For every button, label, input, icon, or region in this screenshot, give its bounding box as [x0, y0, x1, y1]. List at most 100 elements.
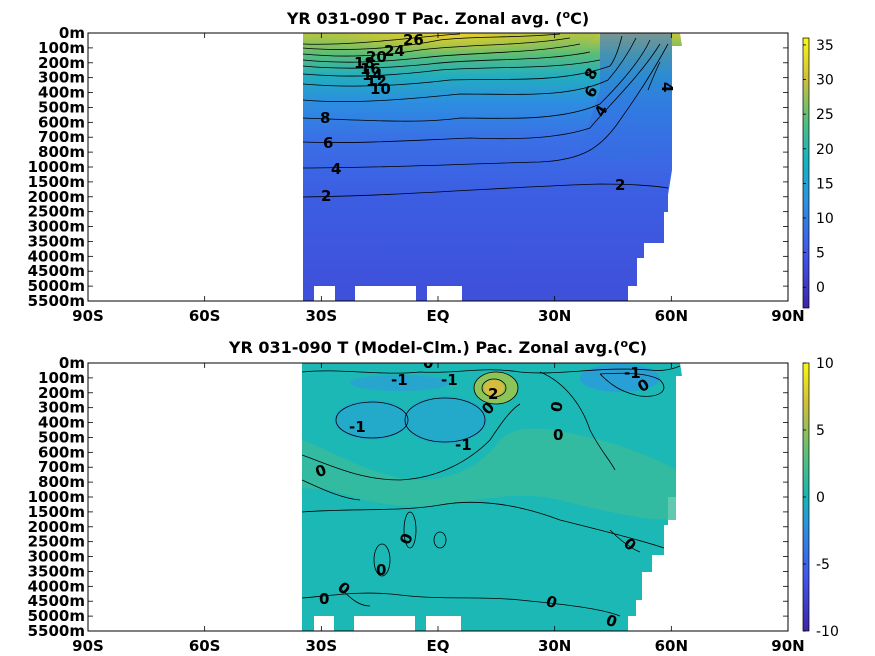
clabel: 16: [360, 60, 381, 78]
clabel: 18: [354, 54, 375, 72]
top-x-axis: 90S 60S 30S EQ 30N 60N 90N: [72, 33, 805, 325]
bottom-field: 0 -1 -1 2 0 -1 0 -1 -1 0 0 0 0 0 0 0 0 0…: [301, 354, 682, 631]
y-tick-label: 1000m: [28, 158, 85, 176]
y-tick-label: 1500m: [28, 173, 85, 191]
top-contour-labels: 26 24 20 18 16 14 12 10 8 6 4 2 8 6 4 2 …: [320, 31, 676, 205]
clabel: 14: [362, 66, 383, 84]
x-tick-label: EQ: [427, 637, 450, 655]
y-tick-label: 400m: [38, 414, 85, 432]
clabel: 24: [384, 42, 405, 60]
bottom-colorbar-ticks: 10 5 0 -5 -10: [803, 356, 839, 640]
y-tick-label: 3000m: [28, 218, 85, 236]
y-tick-label: 0m: [59, 354, 85, 372]
top-field: 26 24 20 18 16 14 12 10 8 6 4 2 8 6 4 2 …: [302, 31, 682, 301]
y-tick-label: 5500m: [28, 622, 85, 640]
bottom-title: YR 031-090 T (Model-Clm.) Pac. Zonal avg…: [228, 337, 647, 357]
y-tick-label: 600m: [38, 113, 85, 131]
y-tick-label: 0m: [59, 24, 85, 42]
y-tick-label: 300m: [38, 69, 85, 87]
y-tick-label: 2000m: [28, 188, 85, 206]
colorbar-tick-label: 0: [816, 280, 825, 296]
y-tick-label: 500m: [38, 98, 85, 116]
clabel: 0: [553, 426, 563, 444]
top-y-axis: 0m100m200m300m400m500m600m700m800m1000m1…: [28, 24, 788, 310]
bottom-contours: [301, 365, 681, 617]
top-panel: 26 24 20 18 16 14 12 10 8 6 4 2 8 6 4 2 …: [28, 8, 834, 325]
clabel: -1: [391, 371, 408, 389]
bottom-y-axis: 0m100m200m300m400m500m600m700m800m1000m1…: [28, 354, 788, 640]
clabel: 12: [366, 72, 387, 90]
y-tick-label: 1000m: [28, 488, 85, 506]
colorbar-tick-label: 25: [816, 107, 834, 123]
colorbar-tick-label: -10: [816, 624, 839, 640]
clabel: 0: [423, 354, 433, 372]
y-tick-label: 5000m: [28, 607, 85, 625]
colorbar-tick-label: 10: [816, 211, 834, 227]
clabel: 2: [488, 385, 498, 403]
y-tick-label: 200m: [38, 384, 85, 402]
bottom-neg-patch-3: [580, 364, 660, 392]
top-ocean-area: [303, 33, 682, 301]
y-tick-label: 3000m: [28, 548, 85, 566]
clabel: -1: [455, 436, 472, 454]
bottom-warm-core: [484, 380, 504, 396]
clabel: -1: [349, 418, 366, 436]
x-tick-label: 60S: [189, 307, 221, 325]
y-tick-label: 300m: [38, 399, 85, 417]
y-tick-label: 4000m: [28, 247, 85, 265]
top-contours: [302, 33, 669, 198]
x-tick-label: 30S: [305, 307, 337, 325]
x-tick-label: 90N: [771, 637, 804, 655]
clabel: 0: [547, 400, 567, 413]
y-tick-label: 5500m: [28, 292, 85, 310]
x-tick-label: 90S: [72, 307, 104, 325]
bottom-neg-patch-1: [334, 400, 410, 440]
clabel: -1: [624, 364, 641, 382]
y-tick-label: 200m: [38, 54, 85, 72]
bottom-gap-3: [426, 616, 461, 631]
bottom-neg-patch-2: [403, 396, 487, 444]
colorbar-tick-label: 0: [816, 490, 825, 506]
x-tick-label: 60N: [655, 307, 688, 325]
clabel: 10: [370, 80, 391, 98]
clabel: 2: [321, 187, 331, 205]
y-tick-label: 4500m: [28, 262, 85, 280]
clabel: 2: [615, 176, 625, 194]
y-tick-label: 5000m: [28, 277, 85, 295]
x-tick-label: 30S: [305, 637, 337, 655]
bottom-gap-1: [314, 616, 334, 631]
y-tick-label: 700m: [38, 128, 85, 146]
clabel: 0: [376, 561, 386, 579]
x-tick-label: 30N: [538, 307, 571, 325]
y-tick-label: 100m: [38, 39, 85, 57]
y-tick-label: 100m: [38, 369, 85, 387]
y-tick-label: 2500m: [28, 533, 85, 551]
clabel: 26: [403, 31, 424, 49]
y-tick-label: 3500m: [28, 562, 85, 580]
y-tick-label: 3500m: [28, 232, 85, 250]
x-tick-label: EQ: [427, 307, 450, 325]
top-subpolar-patch: [580, 33, 672, 160]
y-tick-label: 4000m: [28, 577, 85, 595]
x-tick-label: 30N: [538, 637, 571, 655]
top-colorbar-ticks: 35 30 25 20 15 10 5 0: [803, 38, 834, 296]
bottom-panel: 0 -1 -1 2 0 -1 0 -1 -1 0 0 0 0 0 0 0 0 0…: [28, 337, 839, 655]
colorbar-tick-label: 5: [816, 423, 825, 439]
colorbar-tick-label: 30: [816, 73, 834, 89]
y-tick-label: 800m: [38, 143, 85, 161]
bottom-gap-2: [354, 616, 415, 631]
clabel: -1: [441, 371, 458, 389]
colorbar-tick-label: 35: [816, 38, 834, 54]
y-tick-label: 500m: [38, 428, 85, 446]
y-tick-label: 800m: [38, 473, 85, 491]
top-title: YR 031-090 T Pac. Zonal avg. (oC): [286, 8, 589, 28]
clabel: 0: [319, 590, 329, 608]
bottom-neg-patch-4: [350, 375, 450, 391]
x-tick-label: 90S: [72, 637, 104, 655]
top-gap-3: [427, 286, 462, 301]
y-tick-label: 4500m: [28, 592, 85, 610]
x-tick-label: 60N: [655, 637, 688, 655]
top-warm-pool: [303, 33, 600, 80]
bottom-x-axis: 90S 60S 30S EQ 30N 60N 90N: [72, 363, 805, 655]
